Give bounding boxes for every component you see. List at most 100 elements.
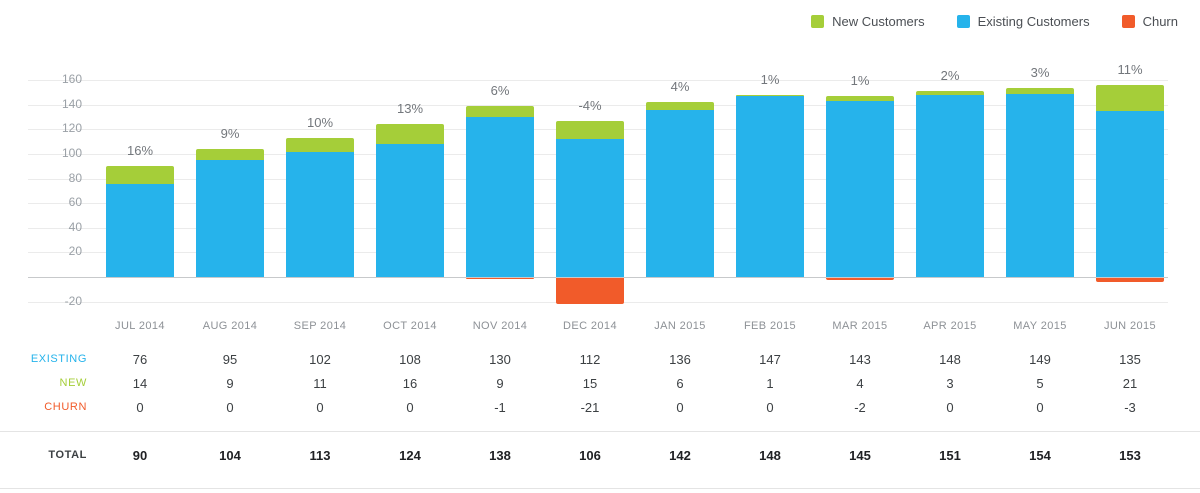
growth-percent-label: -4% [578, 97, 602, 113]
bar-new[interactable] [826, 96, 894, 102]
table-cell: -3 [1124, 399, 1136, 415]
bar-churn[interactable] [826, 278, 894, 281]
table-cell: 15 [582, 375, 598, 391]
table-cell: 0 [1036, 399, 1044, 415]
legend-label: New Customers [832, 14, 925, 29]
growth-percent-label: 11% [1117, 62, 1143, 78]
table-cell: 14 [132, 375, 148, 391]
x-axis-label: JUN 2015 [1103, 320, 1157, 332]
table-total-cell: 154 [1029, 447, 1051, 463]
legend-swatch-icon [811, 15, 825, 28]
table-total-cell: 138 [489, 447, 511, 463]
x-axis-label: AUG 2014 [202, 320, 258, 332]
growth-percent-label: 6% [490, 83, 510, 99]
bar-existing[interactable] [196, 160, 264, 277]
table-cell: 5 [1036, 375, 1044, 391]
table-cell: -1 [494, 399, 506, 415]
bar-churn[interactable] [556, 278, 624, 304]
table-total-cell: 148 [759, 447, 781, 463]
table-cell: -21 [580, 399, 600, 415]
table-row-churn: CHURN 0 0 0 0 -1 -21 0 0 -2 0 0 -3 [0, 396, 1200, 418]
bar-churn[interactable] [466, 278, 534, 280]
legend-item-2[interactable]: Churn [1121, 14, 1178, 29]
legend-item-1[interactable]: Existing Customers [956, 14, 1090, 29]
growth-percent-label: 13% [396, 101, 424, 117]
growth-percent-label: 2% [940, 68, 960, 84]
gridline [28, 104, 1168, 106]
bar-existing[interactable] [376, 144, 444, 277]
bar-existing[interactable] [466, 117, 534, 277]
y-axis-tick-label: 140 [61, 96, 82, 111]
table-row-new: NEW 14 9 11 16 9 15 6 1 4 3 5 21 [0, 372, 1200, 394]
y-axis-tick-label: 40 [68, 219, 82, 234]
bar-new[interactable] [196, 149, 264, 161]
row-label: CHURN [44, 401, 87, 413]
bar-existing[interactable] [1096, 110, 1164, 277]
table-cell: 112 [579, 351, 601, 367]
bar-new[interactable] [916, 91, 984, 95]
bar-existing[interactable] [106, 183, 174, 277]
bar-new[interactable] [376, 124, 444, 145]
table-cell: 130 [489, 351, 511, 367]
table-cell: 9 [226, 375, 234, 391]
table-total-cell: 151 [939, 447, 961, 463]
bar-new[interactable] [1006, 87, 1074, 94]
table-cell: 0 [406, 399, 414, 415]
legend-item-0[interactable]: New Customers [811, 14, 925, 29]
growth-percent-label: 10% [306, 115, 334, 130]
bar-existing[interactable] [556, 139, 624, 277]
table-cell: 0 [676, 399, 684, 415]
table-cell: 1 [766, 375, 774, 391]
table-cell: 149 [1029, 351, 1051, 367]
legend-label: Churn [1142, 14, 1178, 29]
growth-percent-label: 1% [760, 71, 780, 87]
table-total-cell: 145 [849, 447, 871, 463]
bar-new[interactable] [286, 138, 354, 152]
bar-new[interactable] [106, 166, 174, 184]
y-axis-tick-label: 160 [61, 72, 82, 87]
table-total-cell: 113 [309, 447, 331, 463]
table-cell: 21 [1122, 375, 1138, 391]
legend-swatch-icon [1121, 15, 1135, 28]
table-cell: 148 [939, 351, 961, 367]
bar-new[interactable] [646, 102, 714, 110]
table-total-cell: 90 [132, 447, 148, 463]
bar-existing[interactable] [826, 101, 894, 277]
table-total-cell: 124 [399, 447, 421, 463]
bar-existing[interactable] [286, 151, 354, 277]
table-cell: 0 [226, 399, 234, 415]
table-cell: 6 [676, 375, 684, 391]
table-cell: 76 [132, 351, 148, 367]
x-axis-label: OCT 2014 [383, 320, 437, 332]
table-cell: 147 [759, 351, 781, 367]
x-axis-label: SEP 2014 [293, 320, 347, 332]
x-axis-label: FEB 2015 [743, 320, 797, 332]
y-axis-tick-label: 100 [61, 146, 82, 160]
x-axis-label: MAY 2015 [1013, 320, 1067, 332]
table-total-cell: 142 [669, 447, 691, 463]
table-cell: 95 [222, 351, 238, 367]
bar-new[interactable] [1096, 85, 1164, 111]
table-cell: 102 [309, 351, 331, 367]
bar-new[interactable] [466, 106, 534, 118]
growth-percent-label: 4% [670, 79, 690, 95]
table-cell: 9 [496, 375, 504, 391]
bar-new[interactable] [736, 94, 804, 97]
table-row-existing: EXISTING 76 95 102 108 130 112 136 147 143 148 149 1… [0, 348, 1200, 370]
bar-existing[interactable] [916, 94, 984, 277]
table-cell: 16 [402, 375, 418, 391]
bar-churn[interactable] [1096, 278, 1164, 282]
bar-existing[interactable] [736, 96, 804, 277]
bar-existing[interactable] [1006, 93, 1074, 277]
y-axis-tick-label: -20 [64, 293, 82, 308]
table-cell: 0 [946, 399, 954, 415]
x-axis-label: APR 2015 [923, 320, 977, 332]
growth-percent-label: 9% [220, 126, 240, 142]
total-divider [0, 431, 1200, 432]
bar-new[interactable] [556, 120, 624, 140]
bar-existing[interactable] [646, 109, 714, 277]
gridline [28, 80, 1168, 82]
